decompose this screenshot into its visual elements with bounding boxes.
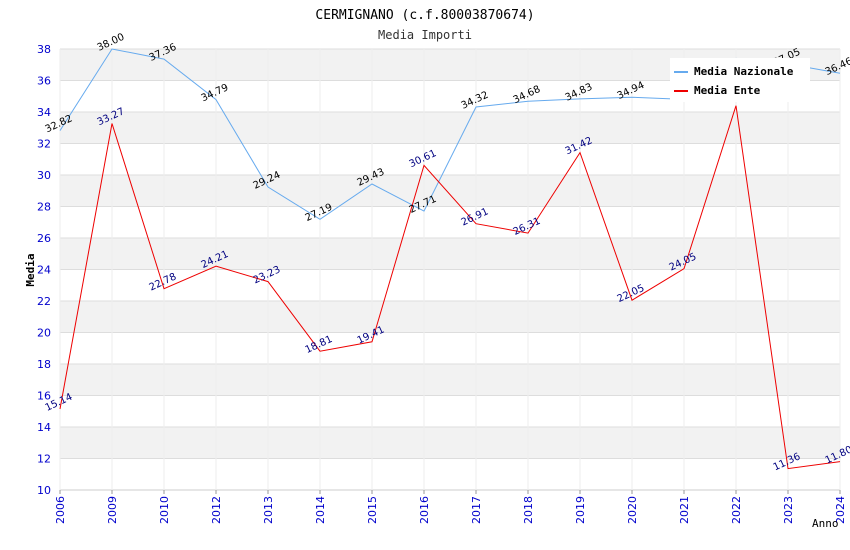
- x-tick-label: 2009: [106, 496, 119, 524]
- grid-band: [60, 427, 840, 459]
- y-axis-title: Media: [24, 253, 37, 286]
- y-tick-label: 22: [37, 295, 51, 308]
- legend-label-nazionale: Media Nazionale: [694, 65, 794, 78]
- y-tick-label: 32: [37, 138, 51, 151]
- x-tick-label: 2015: [366, 496, 379, 524]
- y-tick-label: 14: [37, 421, 51, 434]
- y-tick-label: 18: [37, 358, 51, 371]
- x-tick-label: 2016: [418, 496, 431, 524]
- grid-band: [60, 332, 840, 364]
- grid-band: [60, 269, 840, 301]
- grid-band: [60, 458, 840, 490]
- y-tick-label: 30: [37, 169, 51, 182]
- y-tick-label: 26: [37, 232, 51, 245]
- y-tick-label: 34: [37, 106, 51, 119]
- x-tick-label: 2019: [574, 496, 587, 524]
- grid-band: [60, 175, 840, 207]
- y-tick-label: 20: [37, 327, 51, 340]
- grid-band: [60, 364, 840, 396]
- x-axis-title: Anno: [812, 517, 839, 530]
- legend-label-ente: Media Ente: [694, 84, 761, 97]
- x-tick-label: 2023: [782, 496, 795, 524]
- x-tick-label: 2012: [210, 496, 223, 524]
- x-tick-label: 2017: [470, 496, 483, 524]
- chart-title: CERMIGNANO (c.f.80003870674): [315, 8, 534, 23]
- x-tick-label: 2018: [522, 496, 535, 524]
- series-line-ente: [59, 105, 841, 470]
- x-tick-label: 2022: [730, 496, 743, 524]
- grid-band: [60, 238, 840, 270]
- grid-band: [60, 395, 840, 427]
- grid-band: [60, 301, 840, 333]
- y-tick-label: 28: [37, 201, 51, 214]
- legend-box: [670, 58, 810, 102]
- x-tick-label: 2024: [834, 496, 847, 524]
- legend: Media Nazionale Media Ente: [670, 58, 810, 102]
- grid-band: [60, 206, 840, 238]
- y-tick-label: 12: [37, 453, 51, 466]
- y-tick-label: 10: [37, 484, 51, 497]
- y-tick-label: 24: [37, 264, 51, 277]
- x-tick-label: 2010: [158, 496, 171, 524]
- x-tick-label: 2013: [262, 496, 275, 524]
- x-tick-label: 2014: [314, 496, 327, 524]
- x-tick-label: 2006: [54, 496, 67, 524]
- x-tick-label: 2021: [678, 496, 691, 524]
- y-tick-label: 38: [37, 43, 51, 56]
- chart-subtitle: Media Importi: [378, 28, 472, 42]
- grid-band: [60, 112, 840, 144]
- y-tick-label: 36: [37, 75, 51, 88]
- x-tick-label: 2020: [626, 496, 639, 524]
- y-tick-label: 16: [37, 390, 51, 403]
